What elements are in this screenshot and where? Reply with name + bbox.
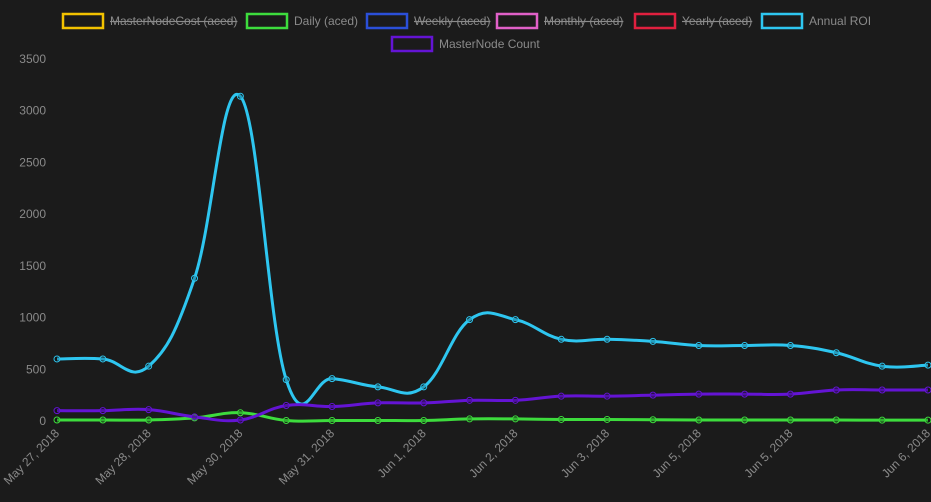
data-point <box>695 341 703 349</box>
data-point <box>236 409 244 417</box>
y-tick-label: 2000 <box>19 207 46 221</box>
legend-label: Daily (aced) <box>294 14 358 28</box>
data-point <box>236 416 244 424</box>
series-line <box>56 388 928 423</box>
data-point <box>282 401 290 409</box>
data-point <box>878 386 886 394</box>
data-point <box>603 415 611 423</box>
x-tick-label: Jun 5, 2018 <box>650 426 704 480</box>
data-point <box>145 406 153 414</box>
x-tick-label: May 31, 2018 <box>276 426 338 488</box>
data-point <box>649 337 657 345</box>
legend-label: MasterNode Count <box>439 37 540 51</box>
y-tick-label: 2500 <box>19 155 46 169</box>
data-point <box>786 416 794 424</box>
data-point <box>374 399 382 407</box>
legend-swatch <box>61 12 105 30</box>
legend-swatch <box>390 35 434 53</box>
legend-swatch <box>633 12 677 30</box>
data-point <box>374 383 382 391</box>
data-point <box>145 362 153 370</box>
data-point <box>53 416 61 424</box>
data-point <box>557 392 565 400</box>
data-point <box>99 355 107 363</box>
data-point <box>282 376 290 384</box>
data-point <box>878 416 886 424</box>
data-point <box>191 274 199 282</box>
data-point <box>511 396 519 404</box>
data-point <box>420 383 428 391</box>
y-tick-label: 500 <box>26 362 46 376</box>
data-point <box>557 335 565 343</box>
data-point <box>649 416 657 424</box>
y-tick-label: 1500 <box>19 259 46 273</box>
data-point <box>511 415 519 423</box>
data-point <box>466 396 474 404</box>
data-point <box>832 349 840 357</box>
legend-label: Yearly (aced) <box>682 14 752 28</box>
y-tick-label: 3000 <box>19 104 46 118</box>
data-point <box>924 386 931 394</box>
y-tick-label: 0 <box>39 414 46 428</box>
data-point <box>695 390 703 398</box>
x-tick-label: May 28, 2018 <box>92 426 154 488</box>
data-point <box>695 416 703 424</box>
legend-swatch <box>495 12 539 30</box>
data-point <box>786 341 794 349</box>
data-point <box>145 416 153 424</box>
data-point <box>466 415 474 423</box>
data-point <box>328 403 336 411</box>
data-point <box>328 375 336 383</box>
data-point <box>741 390 749 398</box>
data-point <box>99 416 107 424</box>
x-tick-label: Jun 1, 2018 <box>375 426 429 480</box>
data-point <box>53 407 61 415</box>
data-point <box>99 407 107 415</box>
data-point <box>282 416 290 424</box>
data-point <box>466 316 474 324</box>
data-point <box>603 392 611 400</box>
data-point <box>557 415 565 423</box>
x-tick-label: Jun 5, 2018 <box>741 426 795 480</box>
legend-swatch <box>760 12 804 30</box>
data-point <box>53 355 61 363</box>
legend-label: Annual ROI <box>809 14 871 28</box>
data-point <box>511 316 519 324</box>
data-point <box>786 390 794 398</box>
y-tick-label: 3500 <box>19 52 46 66</box>
data-point <box>924 361 931 369</box>
data-point <box>191 413 199 421</box>
x-tick-label: Jun 3, 2018 <box>558 426 612 480</box>
x-tick-label: May 30, 2018 <box>184 426 246 488</box>
series-line <box>56 92 929 406</box>
legend-swatch <box>245 12 289 30</box>
data-point <box>649 391 657 399</box>
data-point <box>328 416 336 424</box>
data-point <box>741 416 749 424</box>
data-point <box>832 416 840 424</box>
data-point <box>374 416 382 424</box>
data-point <box>741 341 749 349</box>
data-point <box>924 416 931 424</box>
x-tick-label: May 27, 2018 <box>1 426 63 488</box>
data-point <box>603 335 611 343</box>
legend-label: Weekly (aced) <box>414 14 490 28</box>
legend-label: Monthly (aced) <box>544 14 623 28</box>
data-point <box>420 399 428 407</box>
y-tick-label: 1000 <box>19 311 46 325</box>
x-tick-label: Jun 6, 2018 <box>879 426 931 480</box>
data-point <box>236 92 244 100</box>
x-tick-label: Jun 2, 2018 <box>466 426 520 480</box>
legend-label: MasterNodeCost (aced) <box>110 14 237 28</box>
legend-swatch <box>365 12 409 30</box>
data-point <box>832 386 840 394</box>
data-point <box>420 416 428 424</box>
data-point <box>878 362 886 370</box>
